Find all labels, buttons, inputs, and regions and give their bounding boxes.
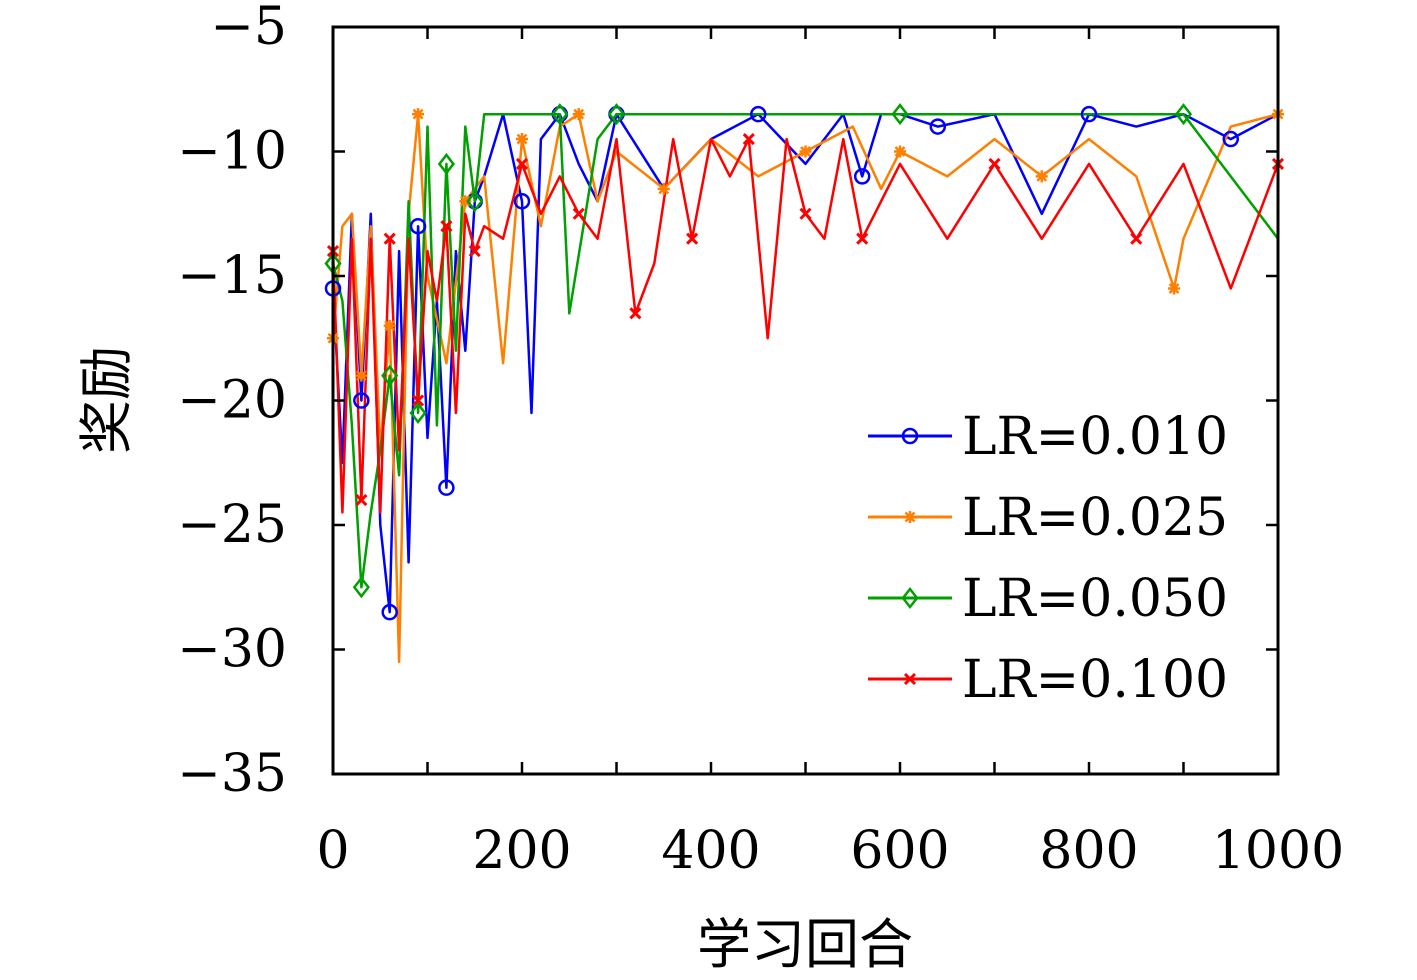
data-point [1168, 282, 1181, 295]
data-point [515, 157, 529, 171]
data-point [891, 103, 909, 126]
x-tick-label: 200 [472, 821, 571, 881]
x-tick-label: 0 [316, 821, 349, 881]
data-point [1035, 170, 1048, 183]
y-tick-label: −5 [210, 0, 287, 57]
y-axis-label: 奖励 [75, 346, 138, 454]
x-tick-label: 800 [1039, 821, 1138, 881]
data-point [929, 118, 947, 135]
data-point [411, 394, 425, 407]
data-point [381, 603, 398, 621]
y-tick-label: −30 [177, 620, 287, 680]
legend-marker [901, 586, 919, 610]
legend-marker [903, 672, 917, 686]
data-point [409, 401, 427, 424]
data-point [516, 133, 528, 146]
data-point [409, 217, 427, 235]
data-point [355, 494, 368, 507]
data-point [1130, 232, 1143, 245]
data-point [412, 108, 425, 121]
legend-marker [904, 511, 916, 523]
data-point [381, 364, 399, 387]
y-tick-label: −25 [177, 495, 287, 555]
data-point [750, 105, 767, 123]
data-point [352, 576, 370, 599]
data-point [468, 245, 481, 258]
data-point [440, 220, 453, 233]
data-point [657, 182, 670, 195]
data-point [853, 168, 871, 185]
data-point [1222, 130, 1239, 148]
data-point [856, 232, 869, 245]
legend-entry: LR=0.010 [868, 407, 1228, 467]
x-axis-label: 学习回合 [697, 913, 913, 976]
data-point [799, 207, 812, 220]
data-point [686, 232, 699, 245]
y-tick-label: −10 [177, 122, 287, 182]
data-point [513, 193, 531, 210]
axis-ticks [331, 25, 1280, 776]
data-point [438, 479, 455, 496]
marker-layer [324, 103, 1285, 621]
y-tick-label: −15 [177, 246, 287, 306]
x-tick-label: 400 [661, 821, 760, 881]
data-point [572, 108, 585, 121]
data-point [607, 103, 626, 126]
y-tick-label: −35 [177, 744, 287, 804]
series-line-4 [333, 137, 1278, 514]
legend: LR=0.010 LR=0.025 LR=0.050 LR=0.100 [868, 407, 1228, 710]
x-tick-label: 1000 [1212, 821, 1344, 881]
data-point [894, 145, 906, 158]
legend-label: LR=0.100 [962, 650, 1228, 710]
data-point [742, 132, 755, 146]
legend-label: LR=0.010 [962, 407, 1228, 467]
legend-marker [901, 427, 919, 445]
data-point [572, 207, 585, 220]
data-point [353, 392, 370, 409]
tick-labels: 0 200 400 600 800 1000 −5 −10 −15 −20 −25 −30 −35 [177, 0, 1344, 881]
legend-label: LR=0.050 [962, 569, 1228, 629]
data-point [459, 195, 472, 208]
legend-entry: LR=0.025 [868, 488, 1228, 548]
data-point [551, 103, 569, 126]
data-point [1174, 103, 1193, 126]
data-point [988, 157, 1001, 171]
data-point [1080, 105, 1098, 123]
data-point [437, 152, 455, 175]
series-line-3 [333, 112, 1278, 589]
data-point [466, 190, 484, 213]
data-point [383, 319, 396, 332]
data-point [355, 369, 368, 382]
data-point [629, 307, 642, 320]
data-point [383, 232, 396, 245]
legend-entry: LR=0.100 [868, 650, 1228, 710]
data-point [799, 145, 812, 158]
legend-entry: LR=0.050 [868, 569, 1228, 629]
y-tick-label: −20 [177, 371, 287, 431]
x-tick-label: 600 [850, 821, 949, 881]
legend-label: LR=0.025 [962, 488, 1228, 548]
